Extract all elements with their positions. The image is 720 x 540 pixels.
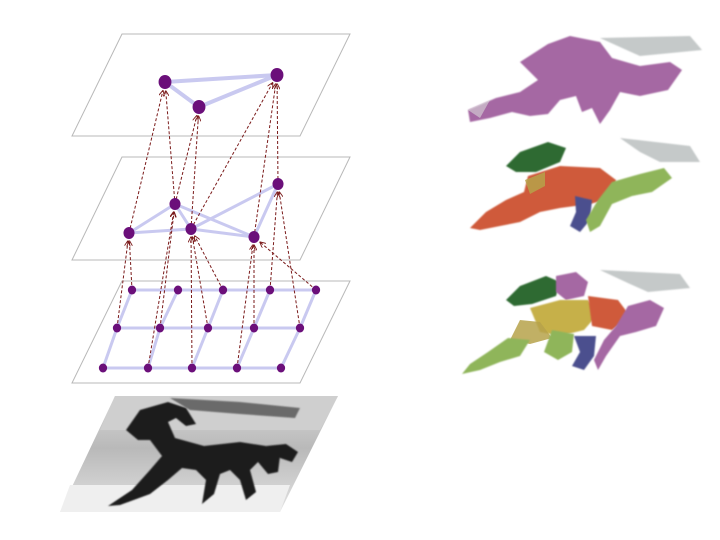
inter-level-link-arrow (147, 212, 174, 369)
level-2-node (123, 227, 135, 239)
inter-level-link-arrow (277, 84, 278, 185)
level-1-node (155, 323, 165, 333)
level-1-plane (71, 280, 351, 384)
level-3-plane (71, 33, 351, 137)
level-1-edge (298, 288, 318, 330)
level-3-node (192, 100, 206, 114)
inter-level-link-arrow (195, 236, 224, 291)
level-2-edge (127, 202, 177, 235)
level-3-edge (163, 80, 201, 109)
inter-level-link-arrow (129, 241, 132, 291)
graph-nodes (98, 68, 321, 373)
level-1-node (311, 285, 321, 295)
level-2-node (185, 223, 197, 235)
level-1-edge (206, 288, 225, 330)
inter-level-link-arrow (269, 192, 277, 291)
level-1-edge (115, 288, 134, 330)
horse-segmentation-level-1-icon (462, 270, 690, 374)
level-2-edge (189, 227, 256, 239)
horse-photo-icon (60, 396, 338, 512)
level-1-node (276, 363, 286, 373)
horse-segmentation-level-3-icon (468, 36, 702, 124)
inter-level-link-arrow (174, 116, 197, 205)
inter-level-link-arrow (159, 212, 174, 329)
inter-level-link-arrow (260, 242, 317, 291)
level-1-node (249, 323, 259, 333)
inter-level-link-arrow (253, 84, 276, 238)
level-1-node (265, 285, 275, 295)
level-1-edge (101, 326, 119, 370)
inter-level-link-arrow (166, 91, 176, 205)
level-1-node (98, 363, 108, 373)
inter-level-link-arrow (236, 245, 253, 369)
level-1-edge (146, 326, 162, 370)
level-1-node (218, 285, 228, 295)
level-1-node (173, 285, 183, 295)
level-2-plane (71, 156, 351, 261)
inter-level-links (116, 83, 317, 369)
level-1-edge (252, 288, 272, 330)
level-2-node (248, 231, 260, 243)
inter-level-link-arrow (279, 192, 301, 329)
level-1-edge (190, 326, 210, 370)
level-1-node (187, 363, 197, 373)
level-3-edge (197, 73, 279, 109)
inter-level-link-arrow (190, 116, 198, 230)
inter-level-link-arrow (190, 83, 273, 230)
level-2-edge (127, 227, 193, 235)
inter-level-link-arrow (128, 91, 163, 234)
level-2-node (169, 198, 181, 210)
level-1-node (295, 323, 305, 333)
level-2-node (272, 178, 284, 190)
level-1-node (143, 363, 153, 373)
level-2-edge (252, 182, 280, 239)
inter-level-link-arrow (192, 237, 209, 329)
level-3-node (270, 68, 284, 82)
level-2-edge (173, 202, 256, 239)
level-2-edge (189, 182, 280, 231)
level-3-node (158, 75, 172, 89)
level-1-edge (235, 326, 256, 370)
horse-segmentation-level-2-icon (470, 138, 700, 232)
level-1-edge (279, 326, 302, 370)
level-3-edge (163, 73, 279, 84)
level-1-edge (158, 288, 180, 330)
level-1-node (203, 323, 213, 333)
inter-level-link-arrow (191, 237, 192, 369)
level-1-node (232, 363, 242, 373)
level-1-node (112, 323, 122, 333)
level-1-node (127, 285, 137, 295)
